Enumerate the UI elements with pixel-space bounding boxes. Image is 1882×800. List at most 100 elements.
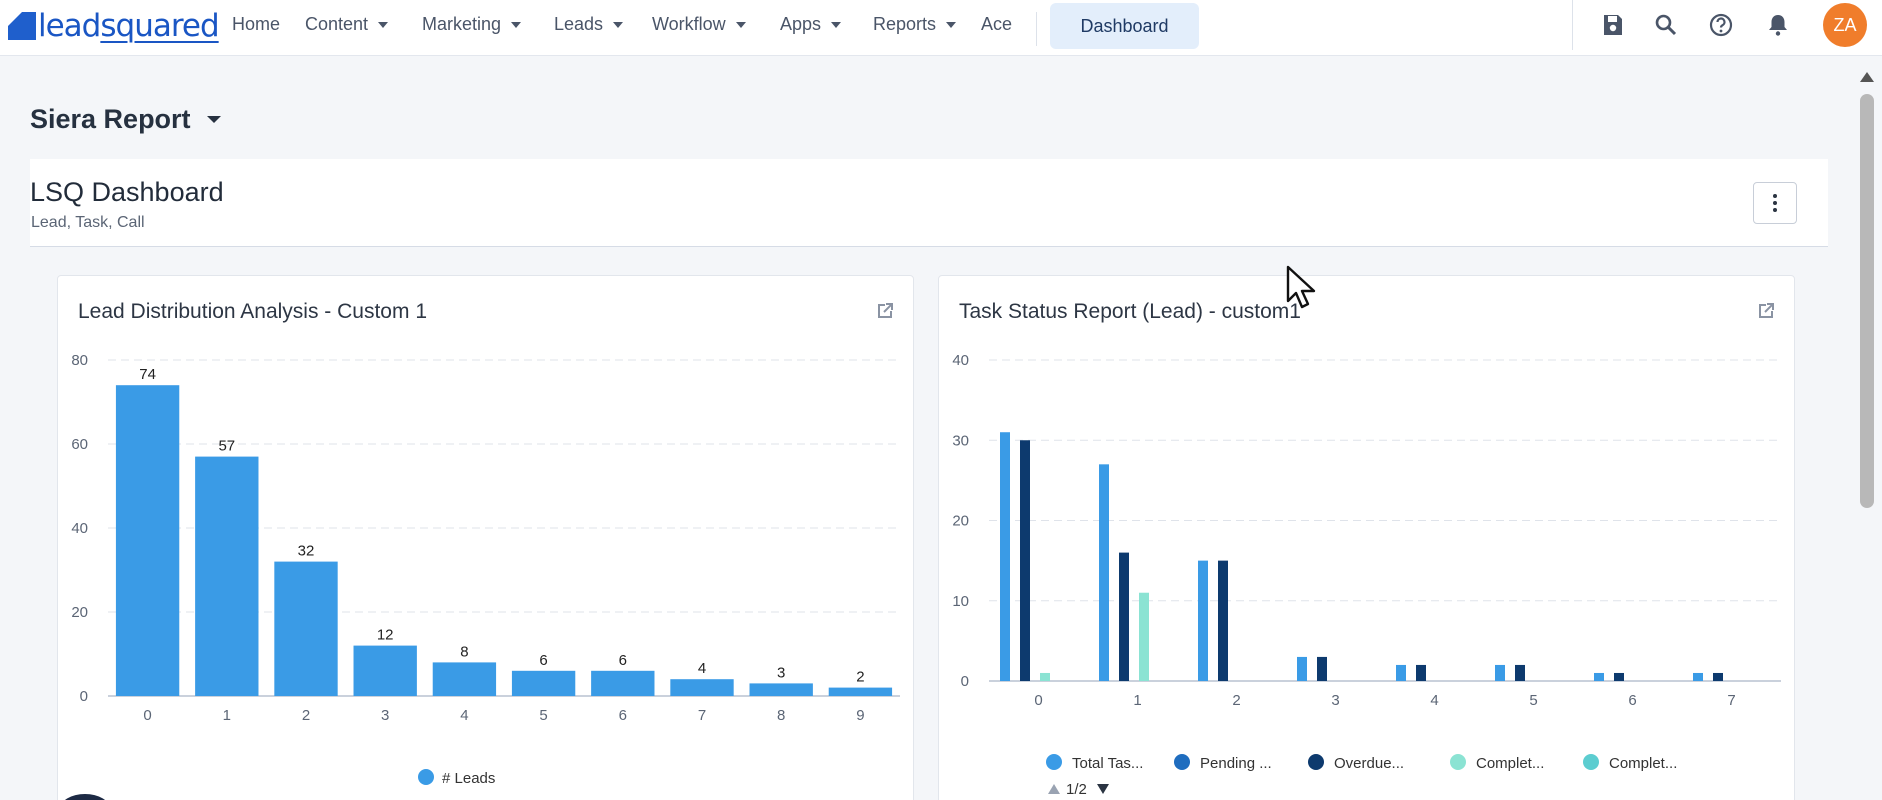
expand-icon[interactable] [1755, 300, 1777, 322]
legend-label: Complet... [1476, 755, 1544, 772]
y-tick-label: 0 [80, 688, 88, 705]
nav-apps[interactable]: Apps [780, 14, 842, 35]
y-tick-label: 40 [71, 520, 88, 537]
nav-home[interactable]: Home [232, 14, 281, 34]
chevron-down-icon [511, 21, 522, 28]
x-tick-label: 7 [1727, 692, 1735, 709]
bell-icon[interactable] [1765, 12, 1791, 38]
nav-leads[interactable]: Leads [554, 14, 624, 35]
nav-marketing[interactable]: Marketing [422, 14, 522, 35]
search-icon[interactable] [1653, 12, 1679, 38]
x-tick-label: 4 [1430, 692, 1438, 709]
nav-divider [1572, 0, 1573, 50]
scroll-up-arrow-icon[interactable] [1860, 72, 1874, 82]
x-tick-label: 5 [1529, 692, 1537, 709]
x-tick-label: 6 [1628, 692, 1636, 709]
bar [591, 670, 655, 696]
bar [432, 662, 497, 696]
bar [1396, 664, 1406, 681]
data-label: 12 [377, 627, 394, 644]
dashboard-title: LSQ Dashboard [30, 177, 224, 207]
x-tick-label: 7 [698, 707, 706, 724]
task-status-card: Task Status Report (Lead) - custom1 0 10 2… [938, 275, 1795, 800]
logo-suffix: squared [100, 8, 219, 44]
data-label: 3 [777, 664, 785, 681]
bar [1317, 656, 1327, 681]
user-avatar[interactable]: ZA [1823, 3, 1867, 47]
logo-mark-icon [8, 12, 36, 40]
data-label: 57 [218, 438, 235, 455]
nav-ace[interactable]: Ace [981, 14, 1013, 34]
x-tick-label: 4 [460, 707, 468, 724]
bar [1000, 432, 1010, 681]
more-options-button[interactable] [1753, 182, 1797, 224]
x-tick-label: 2 [1232, 692, 1240, 709]
x-tick-label: 6 [619, 707, 627, 724]
data-label: 6 [619, 652, 627, 669]
expand-icon[interactable] [874, 300, 896, 322]
mouse-cursor-icon [1286, 265, 1316, 309]
bar [1119, 552, 1129, 681]
bar [670, 679, 734, 696]
bar [1218, 560, 1228, 681]
legend-next-page-icon[interactable] [1097, 784, 1109, 794]
task-status-chart: 0 10 20 30 40 0 1 2 3 4 5 6 7 Total Tas... Pending ...… [952, 352, 1781, 796]
bar [1099, 464, 1109, 681]
y-tick-label: 60 [71, 436, 88, 453]
x-tick-label: 1 [223, 707, 231, 724]
bar [274, 561, 338, 696]
top-navigation-bar: leadsquared Home Content Marketing Leads… [0, 0, 1882, 56]
page-title: Siera Report [30, 104, 191, 134]
report-selector[interactable]: Siera Report [30, 104, 221, 135]
save-icon[interactable] [1600, 12, 1626, 38]
legend-label: # Leads [442, 770, 495, 787]
scrollbar-thumb[interactable] [1860, 94, 1874, 508]
dashboard-tab-button[interactable]: Dashboard [1050, 3, 1199, 49]
bar [195, 456, 259, 696]
legend-swatch [1308, 754, 1324, 770]
chevron-down-icon [613, 21, 624, 28]
data-label: 4 [698, 660, 706, 677]
y-tick-label: 30 [952, 432, 969, 449]
legend-prev-page-icon[interactable] [1048, 784, 1060, 794]
card-title: Task Status Report (Lead) - custom1 [959, 300, 1301, 323]
bar [511, 670, 576, 696]
legend-label: Overdue... [1334, 755, 1404, 772]
data-label: 2 [856, 669, 864, 686]
bar [1614, 672, 1624, 681]
chevron-down-icon [378, 21, 389, 28]
bar [1139, 592, 1149, 681]
legend-swatch [1450, 754, 1466, 770]
legend-swatch [1046, 754, 1062, 770]
legend-swatch [1583, 754, 1599, 770]
card-title: Lead Distribution Analysis - Custom 1 [78, 300, 427, 323]
nav-content[interactable]: Content [305, 14, 389, 35]
bar [1416, 664, 1426, 681]
nav-reports[interactable]: Reports [873, 14, 957, 35]
dashboard-header: LSQ Dashboard Lead, Task, Call [30, 159, 1828, 247]
bar [1594, 672, 1604, 681]
bar [115, 385, 180, 696]
y-tick-label: 0 [961, 673, 969, 690]
y-tick-label: 10 [952, 593, 969, 610]
bar [828, 687, 893, 696]
data-label: 32 [298, 543, 315, 560]
x-tick-label: 2 [302, 707, 310, 724]
nav-workflow[interactable]: Workflow [652, 14, 746, 35]
chat-launcher-button[interactable] [60, 794, 110, 800]
x-tick-label: 3 [1331, 692, 1339, 709]
leadsquared-logo[interactable]: leadsquared [8, 6, 220, 46]
data-label: 8 [460, 643, 468, 660]
legend-swatch [418, 769, 434, 785]
kebab-icon [1773, 194, 1777, 198]
bar [1495, 664, 1505, 681]
help-icon[interactable] [1708, 12, 1734, 38]
legend-swatch [1174, 754, 1190, 770]
bar [1297, 656, 1307, 681]
bar [749, 683, 813, 696]
x-tick-label: 3 [381, 707, 389, 724]
y-tick-label: 20 [952, 513, 969, 530]
chevron-down-icon [206, 116, 221, 123]
bar [1020, 440, 1030, 681]
bar [1198, 560, 1208, 681]
